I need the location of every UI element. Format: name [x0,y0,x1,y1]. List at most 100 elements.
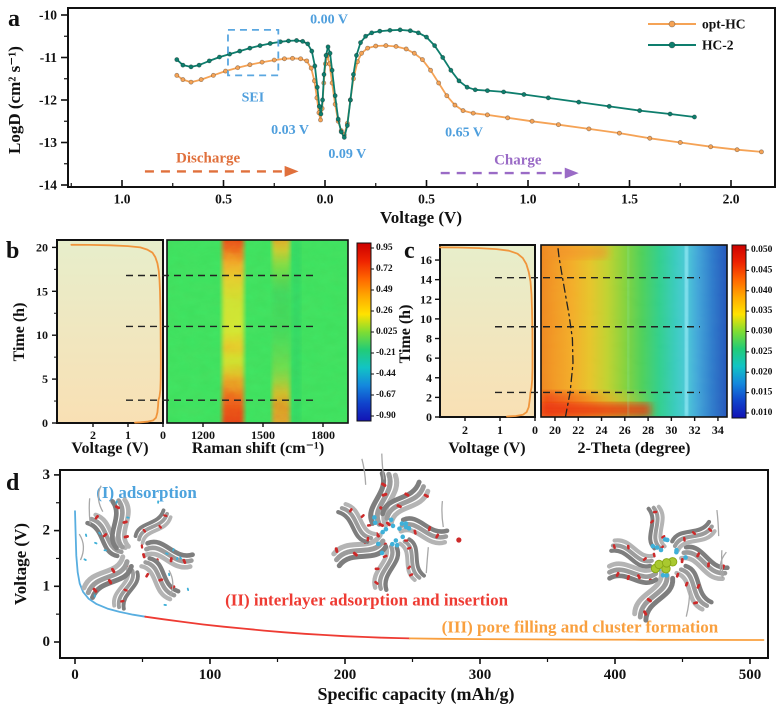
series-HC-2-marker [174,57,180,63]
sodium-red-mark [352,551,358,557]
series-opt-HC-marker [223,68,228,74]
series-HC-2-marker [320,97,326,103]
inserted-ion-blue [658,547,664,553]
inserted-ion-blue [375,541,381,547]
annotation-text: 0.09 V [328,147,366,162]
sodium-red-mark [334,547,339,553]
colorbar-tick-label: -0.90 [376,411,396,421]
annotation-text: SEI [242,90,265,105]
x-tick-label: 1200 [191,428,215,442]
carbon-ribbon [139,564,173,602]
wispy-line [97,485,104,513]
inserted-ion-blue [654,545,660,550]
colorbar-tick-label: 0.49 [376,285,393,295]
panel-c-ylabel: Time (h) [397,305,414,364]
x-tick-label: 1 [497,423,503,437]
sodium-red-mark [707,562,710,568]
sodium-red-mark [680,557,684,564]
series-HC-2-marker [501,89,507,95]
molecule-adsorption [78,485,195,611]
sodium-red-mark [661,535,666,539]
carbon-ribbon [116,568,136,610]
carbon-ribbon [145,539,195,558]
sodium-red-mark [92,587,98,593]
y-tick-label: 2 [426,390,432,404]
y-tick-label: -11 [40,50,58,65]
sodium-red-mark [396,504,402,509]
carbon-ribbon [137,511,169,542]
capacity-curve-segment-1 [74,510,147,618]
wispy-line [381,453,385,480]
panel-b-label: b [6,238,19,264]
series-opt-HC-marker [271,57,277,63]
y-tick-label: 4 [426,371,432,385]
series-opt-HC-marker [647,135,653,141]
carbon-ribbon [607,573,659,585]
sodium-red-mark [140,544,144,549]
series-HC-2-marker [464,84,470,90]
carbon-ribbon [142,551,193,570]
adsorbed-ion-blue [126,516,130,519]
y-tick-label: 10 [36,328,48,342]
y-tick-label: 15 [36,284,48,298]
series-opt-HC-marker [180,77,186,83]
panel-b-heatmap-frame [166,239,349,424]
inserted-ion-blue [660,573,666,578]
carbon-ribbon [632,569,664,617]
adsorbed-ion-blue [172,548,175,552]
annotation-text: 0.65 V [445,126,483,141]
series-opt-HC-marker [235,65,241,71]
adsorbed-ion-blue [94,541,98,545]
series-HC-2-marker [667,111,673,117]
legend-marker [668,41,676,49]
series-HC-2-marker [294,38,300,43]
sodium-red-mark [123,535,129,539]
carbon-ribbon [637,572,670,620]
carbon-ribbon [109,499,119,551]
series-HC-2-marker [637,108,643,114]
wispy-line [361,458,367,485]
sodium-red-mark [403,539,409,542]
series-HC-2-marker [354,52,359,58]
adsorbed-ion-blue [168,572,171,577]
sodium-red-mark [169,557,173,563]
y-tick-label: 2 [43,523,51,539]
colorbar-tick-label: 0.040 [751,286,773,296]
panel-b-voltage-xlabel: Voltage (V) [71,440,148,457]
sodium-red-mark [111,567,116,574]
carbon-ribbon [143,560,177,598]
series-opt-HC-marker [436,80,442,86]
sodium-red-mark [636,574,641,580]
inserted-ion-blue [390,523,396,529]
sodium-red-mark [120,599,125,603]
legend-label: HC-2 [702,38,734,53]
carbon-ribbon [147,556,181,594]
adsorbed-ion-blue [103,549,107,552]
adsorbed-ion-blue [179,556,182,560]
carbon-ribbon [656,504,667,549]
colorbar-tick-label: 0.050 [751,245,773,255]
wispy-line [441,500,444,528]
panel-c-heatmap-frame [540,244,728,418]
sodium-cluster-green [654,559,664,570]
wispy-line [685,590,691,617]
y-tick-label: 20 [36,240,48,254]
sodium-red-mark [423,493,429,498]
series-HC-2-marker [196,62,202,68]
x-tick-label: 0.5 [215,192,232,207]
series-HC-2-marker [300,38,306,44]
x-tick-label: 1.0 [114,192,131,207]
series-opt-HC-marker [403,46,409,52]
adsorbed-ion-blue [157,500,160,504]
series-opt-HC-marker [586,126,592,132]
colorbar-tick-label: 0.035 [751,306,773,316]
x-tick-label: 0 [532,423,538,437]
sodium-red-mark [407,565,412,570]
series-opt-HC-marker [318,117,323,123]
xrd-noise [541,245,727,417]
carbon-ribbon [610,543,654,564]
inserted-ion-blue [394,542,400,548]
y-tick-label: 16 [420,253,432,267]
